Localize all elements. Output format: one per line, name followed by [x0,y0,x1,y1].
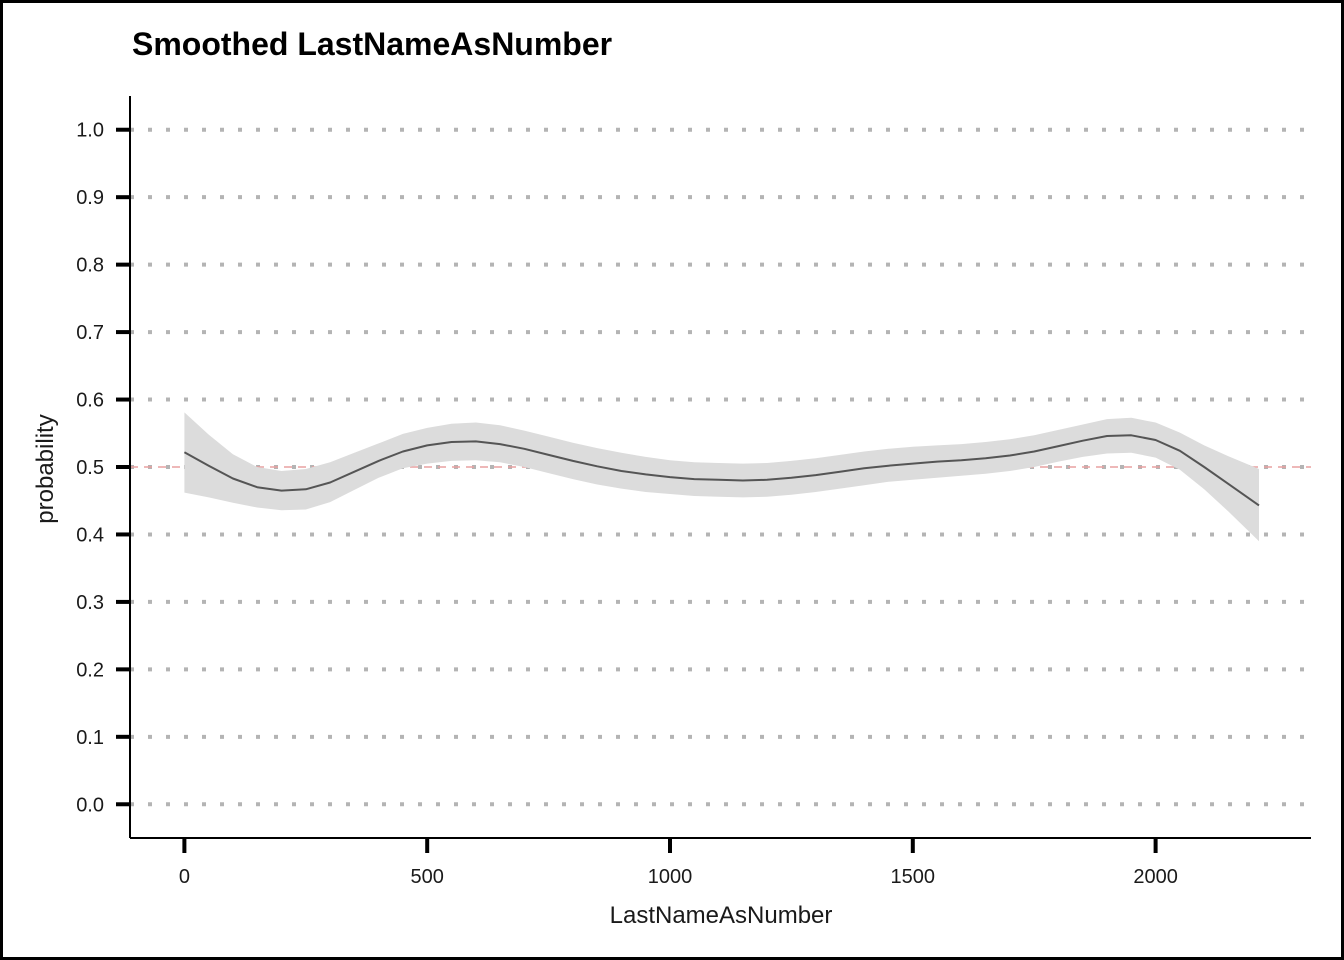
x-tick-label-0: 0 [179,866,190,888]
x-tick-label-1: 500 [411,866,444,888]
x-tick-label-2: 1000 [648,866,693,888]
y-tick-label-3: 0.3 [76,592,104,614]
y-tick-label-10: 1.0 [76,120,104,142]
y-tick-label-8: 0.8 [76,255,104,277]
chart-svg: Smoothed LastNameAsNumber 0.0 0.1 0.2 0.3 0.… [3,3,1341,957]
x-tick-label-3: 1500 [891,866,936,888]
confidence-band-layer [184,412,1259,541]
y-tick-label-5: 0.5 [76,457,104,479]
y-tick-label-4: 0.4 [76,524,104,546]
y-axis-label: probability [32,414,59,523]
y-tick-label-9: 0.9 [76,187,104,209]
x-tick-label-4: 2000 [1133,866,1178,888]
y-tick-label-2: 0.2 [76,659,104,681]
x-axis-label: LastNameAsNumber [610,902,833,929]
confidence-band [184,412,1259,541]
y-tick-label-7: 0.7 [76,322,104,344]
y-tick-label-6: 0.6 [76,390,104,412]
y-tick-label-1: 0.1 [76,727,104,749]
chart-title: Smoothed LastNameAsNumber [132,26,612,62]
y-tick-label-0: 0.0 [76,794,104,816]
